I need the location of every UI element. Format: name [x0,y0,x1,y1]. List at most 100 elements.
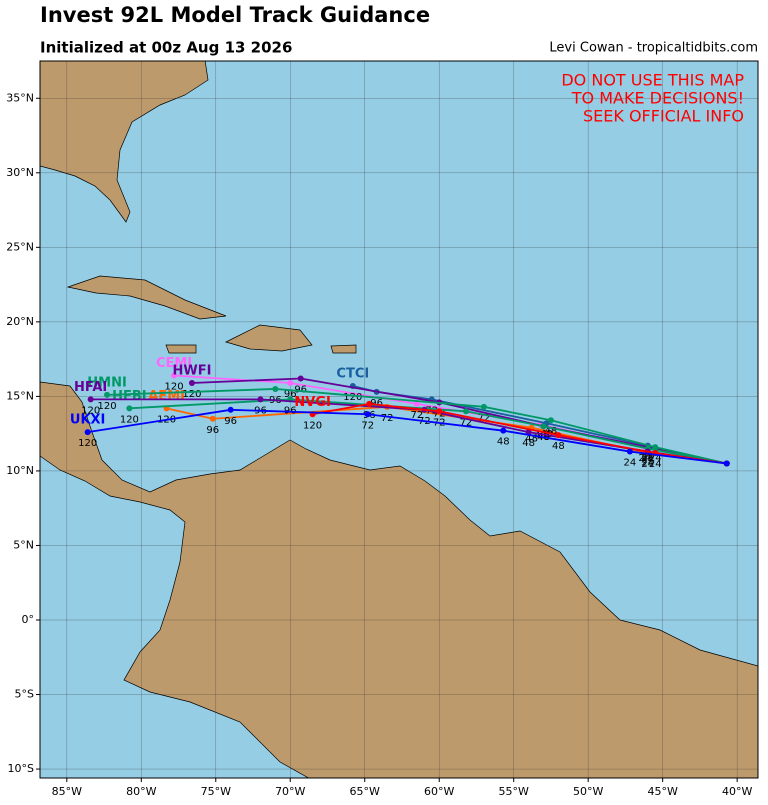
track-point [413,400,420,407]
track-point [652,444,659,451]
y-tick-label: 10°S [8,762,34,775]
hour-label: 72 [478,413,491,424]
hour-label: 48 [545,426,558,437]
track-point [84,429,91,436]
x-tick-label: 45°W [647,785,677,798]
x-tick-label: 80°W [126,785,156,798]
hour-label: 24 [638,453,651,464]
x-tick-label: 55°W [499,785,529,798]
track-point [297,375,304,382]
y-tick-label: 15°N [6,389,34,402]
hour-label: 72 [460,417,473,428]
y-tick-label: 35°N [6,91,34,104]
hour-label: 96 [294,385,307,396]
track-point [555,432,562,439]
y-tick-label: 5°N [13,538,34,551]
hour-label: 48 [497,437,510,448]
model-label: HFAI [74,380,107,395]
track-point [547,417,554,424]
hour-label: 24 [641,452,654,463]
puerto-rico [330,344,357,354]
hour-label: 120 [182,389,201,400]
hour-label: 24 [641,459,654,470]
y-tick-label: 20°N [6,315,34,328]
track-point [209,415,216,422]
track-point [126,405,133,412]
track-point [500,427,507,434]
track-point [525,429,532,436]
cuba [66,275,227,320]
land-layer [40,61,758,778]
hour-label: 96 [370,398,383,409]
central-south-america [40,381,758,778]
hour-label: 24 [649,453,662,464]
track-point [463,408,470,415]
track-point [540,423,547,430]
model-label: CTCI [336,366,369,381]
model-track [191,377,727,465]
model-track [87,408,727,465]
warning-line: DO NOT USE THIS MAP [561,71,744,90]
model-label: UKXI [70,413,106,428]
hour-label: 72 [381,413,394,424]
hour-label: 24 [624,458,637,469]
warning-line: TO MAKE DECISIONS! [571,89,744,108]
y-tick-label: 25°N [6,240,34,253]
track-point [287,379,294,386]
track-point [188,379,195,386]
track-point [87,396,94,403]
track-point [272,385,279,392]
hour-label: 24 [641,453,654,464]
hour-label: 24 [641,455,654,466]
track-point [104,391,111,398]
y-tick-label: 10°N [6,464,34,477]
hour-label: 96 [224,416,237,427]
model-label: CEMI [156,356,192,371]
jamaica [165,344,197,354]
hour-label: 48 [522,438,535,449]
track-point [227,406,234,413]
model-label: NVGI [294,395,330,410]
track-point [171,372,178,379]
model-label: HFBI [112,389,147,404]
track-point [436,408,443,415]
x-tick-label: 50°W [573,785,603,798]
y-tick-label: 0° [22,613,35,626]
hour-label: 72 [361,420,374,431]
model-label: HMNI [87,375,127,390]
model-track [312,402,727,465]
hour-label: 24 [641,458,654,469]
hour-label: 120 [343,392,362,403]
y-tick-label: 5°S [15,688,34,701]
hour-label: 48 [552,441,565,452]
subtitle: Initialized at 00z Aug 13 2026 [40,39,292,57]
track-point [257,396,264,403]
hour-label: 120 [97,401,116,412]
track-layer: 24487296120AEMI24487296120CEMI2448729612… [70,356,730,470]
track-point [480,403,487,410]
model-track [107,388,727,465]
track-point [723,460,730,467]
credit: Levi Cowan - tropicaltidbits.com [549,41,758,56]
y-tick-label: 30°N [6,166,34,179]
x-tick-label: 60°W [424,785,454,798]
hour-label: 96 [284,389,297,400]
hour-label: 96 [206,425,219,436]
track-point [626,448,633,455]
hour-label: 120 [120,414,139,425]
hour-label: 24 [649,459,662,470]
warning-line: SEEK OFFICIAL INFO [583,107,744,126]
hour-label: 48 [525,434,538,445]
hour-label: 120 [165,382,184,393]
hour-label: 72 [411,410,424,421]
hour-label: 120 [303,420,322,431]
track-point [364,411,371,418]
track-point [366,400,373,407]
grid-layer: 85°W 80°W 75°W 70°W 65°W 60°W 55°W 50°W 45°W 40°W… [6,61,758,798]
map-frame [39,60,759,779]
x-tick-label: 70°W [275,785,305,798]
title: Invest 92L Model Track Guidance [40,3,430,27]
x-tick-label: 85°W [52,785,82,798]
model-label: HWFI [172,363,211,378]
